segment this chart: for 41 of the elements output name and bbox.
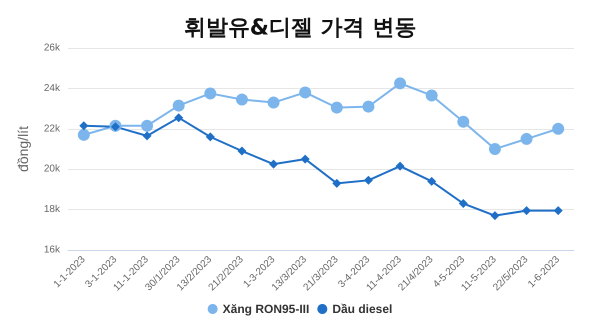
point	[364, 176, 373, 185]
point	[457, 116, 470, 128]
point	[79, 121, 88, 130]
point	[426, 89, 438, 102]
y-tick-label: 22k	[44, 123, 61, 134]
point	[330, 102, 343, 114]
point	[554, 206, 563, 216]
point	[268, 96, 280, 109]
point	[427, 176, 436, 186]
point	[236, 94, 248, 106]
legend-label: Xăng RON95-III	[222, 302, 310, 316]
y-tick-label: 16k	[44, 244, 61, 256]
point	[332, 178, 342, 188]
chart-title: 휘발유&디젤 가격 변동	[184, 16, 416, 40]
point	[394, 77, 406, 90]
y-tick-label: 20k	[44, 164, 61, 175]
point	[142, 131, 152, 140]
point	[488, 143, 501, 155]
point	[522, 206, 532, 216]
point	[396, 162, 405, 171]
point	[300, 154, 310, 164]
point	[362, 100, 374, 113]
point	[204, 87, 216, 100]
legend-label: Dầu diesel	[332, 302, 392, 316]
point	[458, 199, 468, 208]
point	[174, 113, 184, 122]
y-tick-label: 24k	[44, 82, 61, 94]
point	[78, 128, 90, 141]
y-axis-title: đồng/lít	[15, 126, 31, 172]
point	[172, 100, 185, 112]
point	[490, 211, 500, 220]
y-tick-label: 26k	[44, 42, 61, 54]
point	[552, 122, 564, 135]
point	[206, 132, 215, 142]
point	[299, 86, 312, 98]
point	[269, 160, 278, 169]
point	[110, 122, 120, 132]
point	[141, 120, 154, 132]
point	[520, 132, 533, 145]
y-tick-label: 18k	[44, 204, 61, 216]
point	[237, 146, 246, 156]
